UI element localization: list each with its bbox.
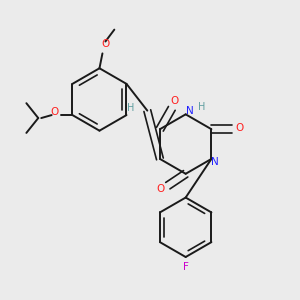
Text: O: O: [50, 107, 59, 117]
Text: O: O: [101, 40, 110, 50]
Text: N: N: [211, 157, 218, 167]
Text: H: H: [127, 103, 135, 112]
Text: F: F: [183, 262, 189, 272]
Text: O: O: [156, 184, 164, 194]
Text: O: O: [236, 123, 244, 133]
Text: N: N: [186, 106, 194, 116]
Text: H: H: [198, 102, 206, 112]
Text: O: O: [171, 96, 179, 106]
